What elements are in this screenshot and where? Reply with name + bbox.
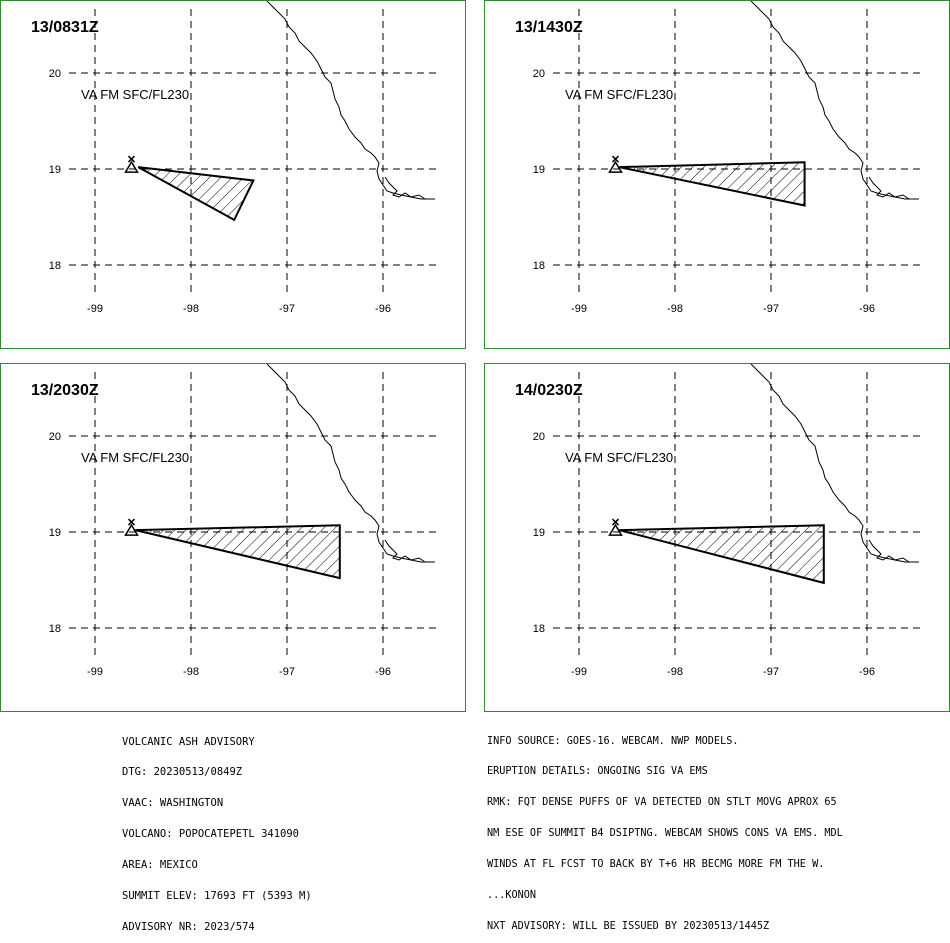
volcano-icon: [608, 523, 623, 536]
volcano-icon: [608, 160, 623, 173]
coastline: [266, 364, 435, 563]
lon-tick-label: -99: [571, 666, 587, 678]
coastline-detail: [384, 176, 426, 200]
coastline: [750, 1, 919, 200]
lon-tick-label: -97: [279, 303, 295, 315]
lon-tick-label: -96: [859, 303, 875, 315]
eruption-icon: [127, 518, 136, 526]
lon-tick-label: -99: [87, 303, 103, 315]
volcano-icon: [124, 160, 139, 173]
lat-tick-label: 18: [49, 260, 61, 272]
panel-time: 13/0831Z: [31, 19, 99, 36]
lat-tick-label: 18: [49, 623, 61, 635]
lat-tick-label: 20: [533, 68, 545, 80]
map-panel-2: -99 -98 -97 -96 20 19 18: [533, 1, 921, 315]
lat-tick-label: 19: [533, 527, 545, 539]
lon-tick-label: -97: [763, 303, 779, 315]
coastline: [750, 364, 919, 563]
panel-level: VA FM SFC/FL230: [565, 450, 674, 465]
panel-level: VA FM SFC/FL230: [565, 87, 674, 102]
lat-tick-label: 18: [533, 623, 545, 635]
lat-tick-label: 20: [49, 431, 61, 443]
advisory-line: VOLCANO: POPOCATEPETL 341090: [122, 828, 300, 841]
panel-time: 13/1430Z: [515, 19, 583, 36]
lon-tick-label: -98: [667, 303, 683, 315]
forecast-panel-4: -99 -98 -97 -96 20 19 18 14/0230Z VA FM SFC/FL…: [484, 363, 950, 712]
lat-tick-label: 19: [49, 527, 61, 539]
advisory-line: ...KONON: [487, 890, 537, 902]
advisory-line: ADVISORY NR: 2023/574: [122, 920, 255, 933]
lon-tick-label: -97: [763, 666, 779, 678]
lon-tick-label: -97: [279, 666, 295, 678]
panel-time: 14/0230Z: [515, 382, 583, 399]
advisory-line: VAAC: WASHINGTON: [122, 797, 224, 810]
map-panel-3: -99 -98 -97 -96 20 19 18: [49, 364, 437, 678]
panel-level: VA FM SFC/FL230: [81, 87, 190, 102]
lat-tick-label: 20: [49, 68, 61, 80]
advisory-line: AREA: MEXICO: [122, 859, 198, 872]
advisory-line: NM ESE OF SUMMIT B4 DSIPTNG. WEBCAM SHOW…: [487, 828, 843, 840]
ash-cloud-polygon: [135, 524, 341, 580]
lat-tick-label: 18: [533, 260, 545, 272]
lon-tick-label: -98: [183, 303, 199, 315]
coastline-detail: [384, 539, 426, 563]
lat-tick-label: 20: [533, 431, 545, 443]
map-panel-1: -99 -98 -97 -96 20 19 18: [49, 1, 437, 315]
eruption-icon: [611, 155, 620, 163]
lat-tick-label: 19: [533, 164, 545, 176]
lon-tick-label: -99: [571, 303, 587, 315]
lat-tick-label: 19: [49, 164, 61, 176]
lon-tick-label: -99: [87, 666, 103, 678]
advisory-line: DTG: 20230513/0849Z: [122, 766, 243, 779]
advisory-header: VOLCANIC ASH ADVISORY DTG: 20230513/0849…: [122, 716, 312, 943]
advisory-remarks: INFO SOURCE: GOES-16. WEBCAM. NWP MODELS…: [487, 716, 843, 943]
lon-tick-label: -96: [375, 666, 391, 678]
advisory-line: WINDS AT FL FCST TO BACK BY T+6 HR BECMG…: [487, 859, 825, 871]
advisory-line: NXT ADVISORY: WILL BE ISSUED BY 20230513…: [487, 920, 770, 932]
coastline-detail: [868, 539, 910, 563]
forecast-panel-1: -99 -98 -97 -96 20 19 18 13/0831Z VA FM SFC/FL…: [0, 0, 466, 349]
eruption-icon: [127, 155, 136, 163]
panel-level: VA FM SFC/FL230: [81, 450, 190, 465]
map-panel-4: -99 -98 -97 -96 20 19 18: [533, 364, 921, 678]
coastline-detail: [868, 176, 910, 200]
lon-tick-label: -96: [375, 303, 391, 315]
lon-tick-label: -98: [667, 666, 683, 678]
advisory-line: ERUPTION DETAILS: ONGOING SIG VA EMS: [487, 766, 708, 778]
advisory-line: VOLCANIC ASH ADVISORY: [122, 735, 255, 748]
ash-cloud-polygon: [137, 166, 255, 222]
volcano-icon: [124, 523, 139, 536]
lon-tick-label: -98: [183, 666, 199, 678]
panel-time: 13/2030Z: [31, 382, 99, 399]
coastline: [266, 1, 435, 200]
advisory-line: RMK: FQT DENSE PUFFS OF VA DETECTED ON S…: [487, 797, 837, 809]
ash-cloud-polygon: [619, 161, 806, 207]
forecast-panel-3: -99 -98 -97 -96 20 19 18 13/2030Z VA FM SFC/FL…: [0, 363, 466, 712]
ash-cloud-polygon: [619, 524, 825, 585]
advisory-line: SUMMIT ELEV: 17693 FT (5393 M): [122, 890, 312, 903]
advisory-line: INFO SOURCE: GOES-16. WEBCAM. NWP MODELS…: [487, 735, 739, 747]
lon-tick-label: -96: [859, 666, 875, 678]
eruption-icon: [611, 518, 620, 526]
forecast-panel-2: -99 -98 -97 -96 20 19 18 13/1430Z VA FM SFC/FL…: [484, 0, 950, 349]
